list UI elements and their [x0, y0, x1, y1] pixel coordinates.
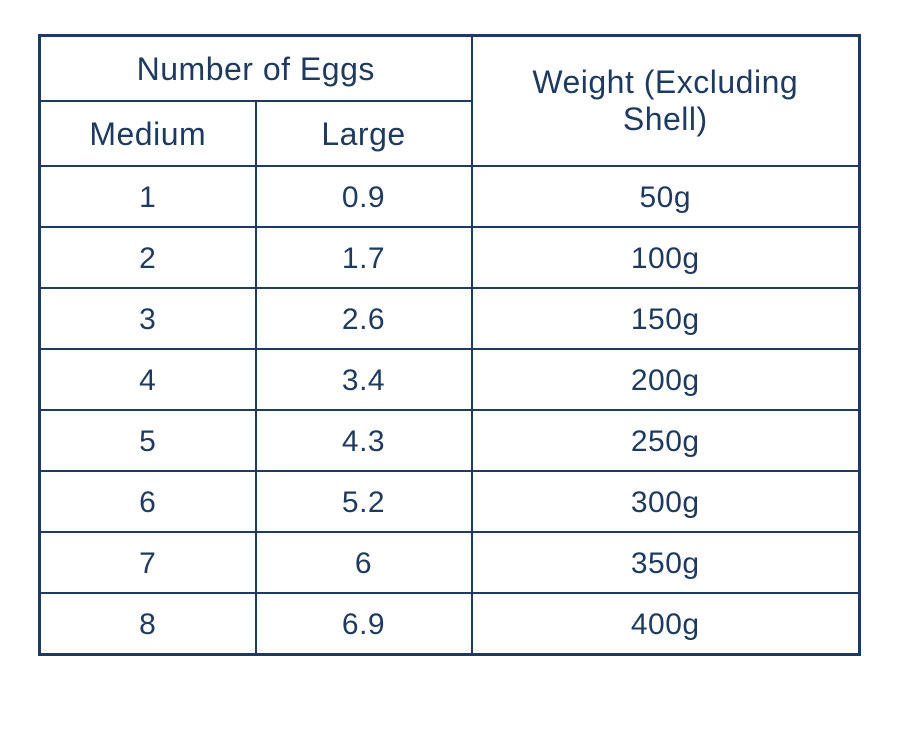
- cell-large: 4.3: [256, 410, 472, 471]
- cell-large: 5.2: [256, 471, 472, 532]
- header-number-of-eggs: Number of Eggs: [40, 36, 472, 101]
- table-container: Number of Eggs Weight (Excluding Shell) …: [0, 0, 902, 690]
- cell-medium: 2: [40, 227, 256, 288]
- cell-medium: 8: [40, 593, 256, 655]
- cell-large: 6.9: [256, 593, 472, 655]
- cell-weight: 300g: [472, 471, 860, 532]
- table-row: 2 1.7 100g: [40, 227, 860, 288]
- table-row: 6 5.2 300g: [40, 471, 860, 532]
- cell-large: 0.9: [256, 166, 472, 227]
- table-header-row-1: Number of Eggs Weight (Excluding Shell): [40, 36, 860, 101]
- cell-medium: 4: [40, 349, 256, 410]
- cell-medium: 1: [40, 166, 256, 227]
- cell-weight: 50g: [472, 166, 860, 227]
- header-medium: Medium: [40, 101, 256, 166]
- header-weight-line2: Shell): [623, 101, 708, 137]
- cell-medium: 5: [40, 410, 256, 471]
- cell-medium: 7: [40, 532, 256, 593]
- header-weight: Weight (Excluding Shell): [472, 36, 860, 166]
- table-row: 1 0.9 50g: [40, 166, 860, 227]
- table-row: 7 6 350g: [40, 532, 860, 593]
- cell-weight: 200g: [472, 349, 860, 410]
- table-row: 5 4.3 250g: [40, 410, 860, 471]
- header-weight-line1: Weight (Excluding: [532, 64, 798, 100]
- header-large: Large: [256, 101, 472, 166]
- cell-medium: 6: [40, 471, 256, 532]
- cell-large: 1.7: [256, 227, 472, 288]
- cell-weight: 400g: [472, 593, 860, 655]
- cell-weight: 250g: [472, 410, 860, 471]
- cell-weight: 150g: [472, 288, 860, 349]
- cell-large: 6: [256, 532, 472, 593]
- table-row: 3 2.6 150g: [40, 288, 860, 349]
- cell-large: 2.6: [256, 288, 472, 349]
- cell-large: 3.4: [256, 349, 472, 410]
- cell-weight: 100g: [472, 227, 860, 288]
- cell-weight: 350g: [472, 532, 860, 593]
- table-row: 8 6.9 400g: [40, 593, 860, 655]
- egg-weight-table: Number of Eggs Weight (Excluding Shell) …: [38, 34, 861, 656]
- table-row: 4 3.4 200g: [40, 349, 860, 410]
- cell-medium: 3: [40, 288, 256, 349]
